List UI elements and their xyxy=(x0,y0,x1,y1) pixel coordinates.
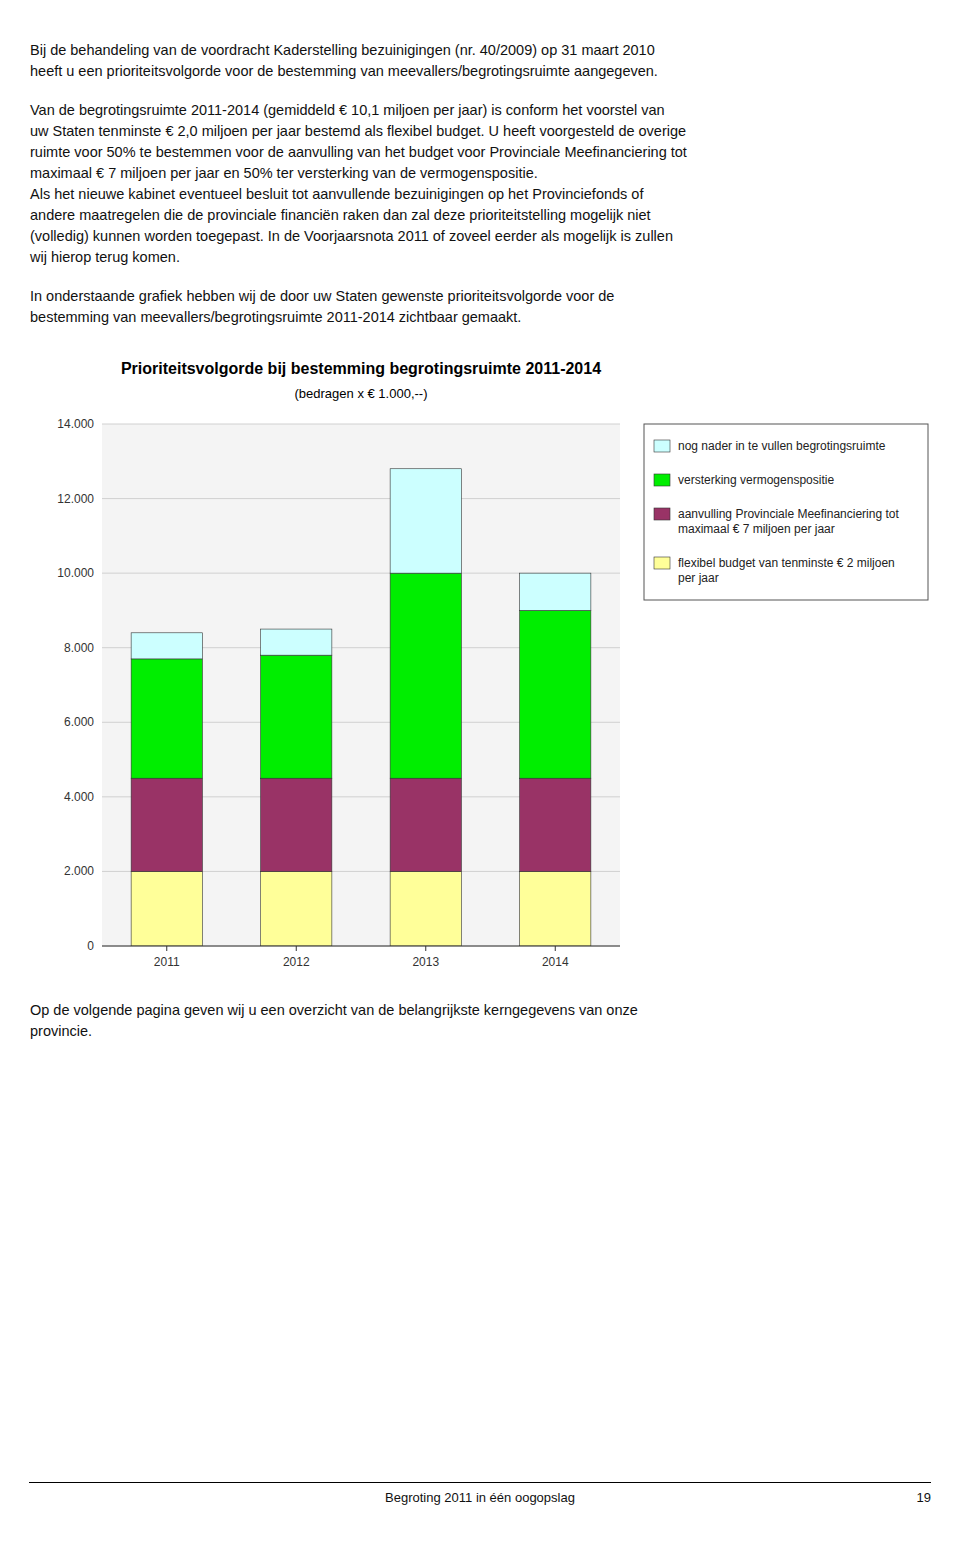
bar xyxy=(520,610,591,778)
bar xyxy=(390,778,461,871)
bar xyxy=(520,778,591,871)
legend-box xyxy=(644,424,928,600)
y-tick-label: 2.000 xyxy=(64,864,94,878)
bar xyxy=(261,871,332,946)
legend-entry: flexibel budget van tenminste € 2 miljoe… xyxy=(678,556,895,585)
page: {"chart_data": {"type": "bar", "stacked"… xyxy=(0,0,960,1547)
bar xyxy=(520,871,591,946)
legend-entry: nog nader in te vullen begrotingsruimte xyxy=(678,439,886,453)
x-tick-label: 2014 xyxy=(542,955,569,969)
y-tick-label: 0 xyxy=(87,939,94,953)
legend-swatch xyxy=(654,440,670,452)
content: Bij de behandeling van de voordracht Kad… xyxy=(30,40,930,1060)
grid-line xyxy=(102,498,620,499)
paragraph: Op de volgende pagina geven wij u een ov… xyxy=(30,1000,930,1042)
x-tick-label: 2013 xyxy=(412,955,439,969)
text-line: per jaar xyxy=(678,571,719,585)
bars xyxy=(131,469,591,946)
y-tick-label: 6.000 xyxy=(64,715,94,729)
bar xyxy=(390,871,461,946)
y-tick-label: 10.000 xyxy=(57,566,94,580)
bar xyxy=(390,573,461,778)
grid-line xyxy=(102,424,620,425)
bar xyxy=(261,655,332,778)
legend-swatch xyxy=(654,508,670,520)
paragraph: Bij de behandeling van de voordracht Kad… xyxy=(30,40,930,82)
bar xyxy=(131,633,202,659)
legend-swatch xyxy=(654,474,670,486)
legend-entry: aanvulling Provinciale Meefinanciering t… xyxy=(678,507,899,536)
bar xyxy=(390,469,461,573)
y-tick-label: 4.000 xyxy=(64,790,94,804)
bar xyxy=(131,659,202,778)
y-tick-label: 8.000 xyxy=(64,641,94,655)
plot-background xyxy=(102,424,620,946)
text-line: flexibel budget van tenminste € 2 miljoe… xyxy=(678,556,895,570)
chart-subtitle: (bedragen x € 1.000,--) xyxy=(295,386,428,401)
bar xyxy=(131,871,202,946)
x-tick xyxy=(296,946,297,951)
paragraph: In onderstaande grafiek hebben wij de do… xyxy=(30,286,930,328)
x-tick xyxy=(166,946,167,951)
bar xyxy=(261,778,332,871)
legend: nog nader in te vullen begrotingsruimte v… xyxy=(644,424,928,600)
text-line: nog nader in te vullen begrotingsruimte xyxy=(678,439,886,453)
y-tick-label: 14.000 xyxy=(57,417,94,431)
footer-line xyxy=(29,1482,931,1483)
legend-entry: versterking vermogenspositie xyxy=(678,473,834,487)
bar xyxy=(131,778,202,871)
text-line: versterking vermogenspositie xyxy=(678,473,834,487)
x-tick-label: 2012 xyxy=(283,955,310,969)
chart: Prioriteitsvolgorde bij bestemming begro… xyxy=(30,346,930,986)
bar xyxy=(261,629,332,655)
y-tick-label: 12.000 xyxy=(57,492,94,506)
x-tick-label: 2011 xyxy=(154,955,180,969)
text-line: aanvulling Provinciale Meefinanciering t… xyxy=(678,507,899,521)
grid-line xyxy=(102,946,620,947)
page-number: 19 xyxy=(917,1490,931,1505)
text-line: maximaal € 7 miljoen per jaar xyxy=(678,522,835,536)
footer-text: Begroting 2011 in één oogopslag xyxy=(0,1490,960,1505)
x-axis xyxy=(102,946,620,947)
paragraph: Van de begrotingsruimte 2011-2014 (gemid… xyxy=(30,100,930,268)
x-tick xyxy=(425,946,426,951)
legend-swatch xyxy=(654,557,670,569)
bar xyxy=(520,573,591,610)
chart-title: Prioriteitsvolgorde bij bestemming begro… xyxy=(121,360,601,377)
x-tick xyxy=(555,946,556,951)
